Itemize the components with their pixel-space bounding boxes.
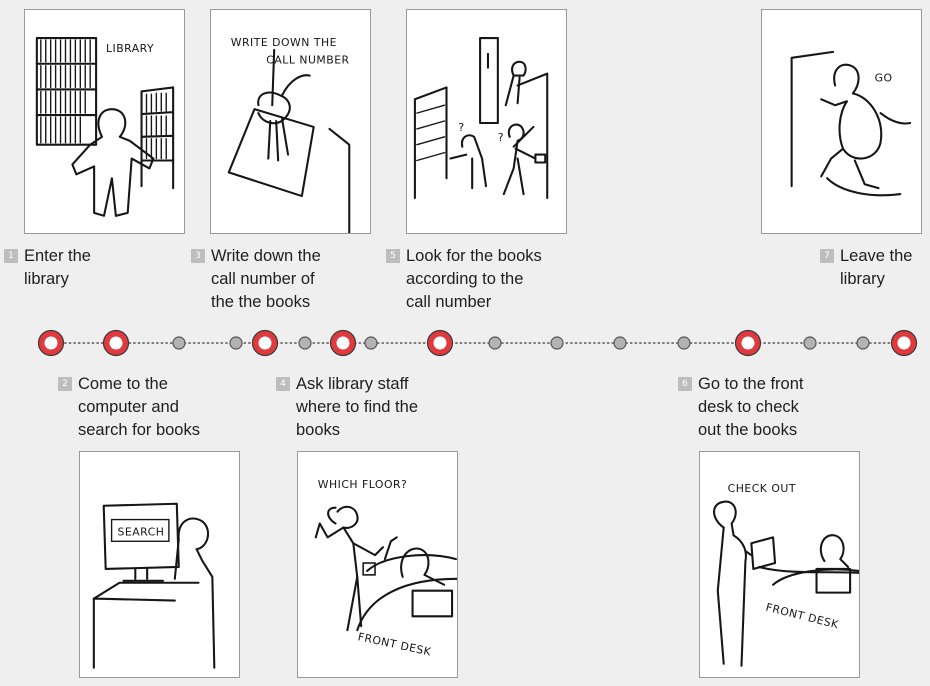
- sketch-caption: WHICH FLOOR?: [318, 478, 408, 491]
- sketch-card-ask-staff: WHICH FLOOR? FRONT DESK: [297, 451, 458, 678]
- book: [362, 562, 376, 576]
- timeline-minor-node: [803, 336, 817, 350]
- step-label: Write down the call number of the the bo…: [211, 247, 321, 311]
- timeline-minor-node: [298, 336, 312, 350]
- sketch-caption: SEARCH: [118, 525, 165, 538]
- step-number-badge: 2: [58, 377, 72, 391]
- timeline-minor-node: [488, 336, 502, 350]
- timeline-minor-node: [229, 336, 243, 350]
- search-box: [110, 518, 170, 542]
- timeline-step-node: [37, 329, 65, 357]
- timeline-step-node: [734, 329, 762, 357]
- step-label: Ask library staff where to find the book…: [296, 375, 418, 439]
- step-number-badge: 3: [191, 249, 205, 263]
- timeline-nodes: [37, 329, 918, 357]
- sketch-caption-line-1: WRITE DOWN THE: [231, 36, 337, 49]
- timeline-step-node: [890, 329, 918, 357]
- sketch-ask-staff: WHICH FLOOR? FRONT DESK: [314, 478, 457, 659]
- sketch-caption: CHECK OUT: [728, 482, 796, 495]
- timeline-minor-node: [172, 336, 186, 350]
- timeline-minor-node: [856, 336, 870, 350]
- step-5: 5 Look for the books according to the ca…: [386, 245, 542, 314]
- sketch-enter-library: LIBRARY: [35, 37, 175, 217]
- journey-timeline: [37, 329, 918, 357]
- step-6: 6 Go to the front desk to check out the …: [678, 373, 803, 442]
- step-number-badge: 5: [386, 249, 400, 263]
- sketch-caption-line-2: CALL NUMBER: [266, 54, 349, 67]
- timeline-minor-node: [364, 336, 378, 350]
- step-2: 2 Come to the computer and search for bo…: [58, 373, 200, 442]
- step-number-badge: 1: [4, 249, 18, 263]
- timeline-minor-node: [550, 336, 564, 350]
- step-label: Leave the library: [840, 247, 913, 288]
- timeline-minor-node: [677, 336, 691, 350]
- timeline-step-node: [329, 329, 357, 357]
- step-label: Come to the computer and search for book…: [78, 375, 200, 439]
- step-4: 4 Ask library staff where to find the bo…: [276, 373, 418, 442]
- sketch-card-search-computer: SEARCH: [79, 451, 240, 678]
- step-3: 3 Write down the call number of the the …: [191, 245, 321, 314]
- sketch-card-leave-library: GO: [761, 9, 922, 234]
- timeline-minor-node: [613, 336, 627, 350]
- step-number-badge: 4: [276, 377, 290, 391]
- sketch-write-call-number: WRITE DOWN THE CALL NUMBER: [227, 36, 351, 233]
- sketch-checkout: CHECK OUT FRONT DESK: [713, 482, 859, 667]
- timeline-step-node: [102, 329, 130, 357]
- sketch-caption: LIBRARY: [106, 42, 154, 55]
- sketch-card-checkout: CHECK OUT FRONT DESK: [699, 451, 860, 678]
- sketch-caption: GO: [875, 72, 893, 85]
- step-label: Enter the library: [24, 247, 91, 288]
- sketch-question-mark-2: ?: [498, 131, 504, 144]
- sketch-caption-2: FRONT DESK: [357, 630, 433, 658]
- sketch-caption-2: FRONT DESK: [764, 601, 840, 632]
- sketch-leave-library: GO: [790, 50, 912, 197]
- timeline-step-node: [426, 329, 454, 357]
- sketch-search-computer: SEARCH: [92, 502, 216, 669]
- step-label: Look for the books according to the call…: [406, 247, 542, 311]
- sketch-question-mark: ?: [458, 121, 464, 134]
- step-number-badge: 7: [820, 249, 834, 263]
- step-number-badge: 6: [678, 377, 692, 391]
- sketch-look-for-books: ? ?: [413, 37, 549, 200]
- sketch-card-write-call-number: WRITE DOWN THE CALL NUMBER: [210, 9, 371, 234]
- sketch-card-look-for-books: ? ?: [406, 9, 567, 234]
- step-1: 1 Enter the library: [4, 245, 91, 291]
- timeline-step-node: [251, 329, 279, 357]
- step-7: 7 Leave the library: [820, 245, 912, 291]
- step-label: Go to the front desk to check out the bo…: [698, 375, 804, 439]
- sketch-card-enter-library: LIBRARY: [24, 9, 185, 234]
